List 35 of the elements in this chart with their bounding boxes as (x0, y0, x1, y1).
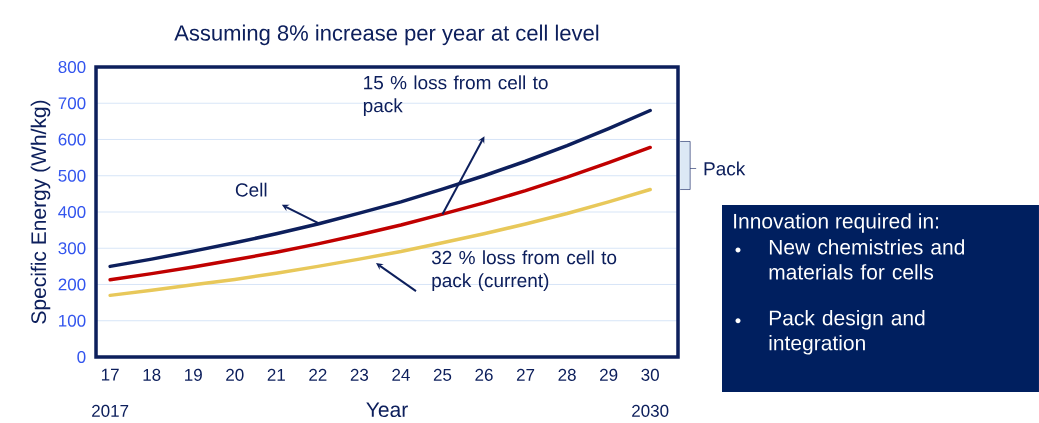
annotation: 15 % loss from cell to pack (363, 75, 548, 117)
x-tick-label: 18 (143, 368, 161, 382)
x-tick-label: 26 (475, 368, 493, 382)
x-tick-label: 28 (558, 368, 576, 382)
x-tick-label: 24 (392, 368, 410, 381)
text: Pack design and integration (769, 310, 925, 355)
y-tick-label: 400 (58, 206, 86, 219)
y-tick-label: 800 (58, 61, 86, 74)
text: 2030 (632, 404, 669, 418)
x-tick-label: 21 (267, 368, 285, 381)
text: New chemistries and materials for cells (769, 239, 965, 280)
y-axis-title: Specific Energy (Wh/kg) (30, 100, 51, 324)
y-tick-label: 0 (77, 351, 86, 364)
x-tick-label: 30 (641, 368, 659, 382)
y-tick-label: 500 (58, 169, 86, 182)
chart-title: Assuming 8% increase per year at cell level (174, 24, 599, 46)
x-tick-label: 22 (309, 368, 327, 381)
x-tick-label: 17 (101, 368, 119, 381)
x-tick-label: 19 (185, 368, 202, 382)
text: 2017 (92, 404, 129, 418)
y-tick-label: 300 (58, 242, 86, 255)
y-tick-label: 100 (59, 314, 86, 327)
annotation: Cell (235, 182, 267, 197)
y-tick-label: 700 (58, 97, 86, 110)
y-tick-label: 600 (58, 133, 86, 146)
x-tick-label: 25 (433, 368, 452, 382)
text: Innovation required in: (734, 213, 939, 233)
x-axis-title: Year (366, 402, 408, 418)
text: Pack (704, 161, 746, 176)
annotation: 32 % loss from cell to pack (current) (431, 250, 617, 292)
x-tick-label: 27 (516, 368, 535, 381)
x-tick-label: 29 (600, 368, 618, 382)
x-tick-label: 23 (350, 368, 369, 382)
y-tick-label: 200 (58, 278, 86, 291)
x-tick-label: 20 (226, 368, 244, 382)
